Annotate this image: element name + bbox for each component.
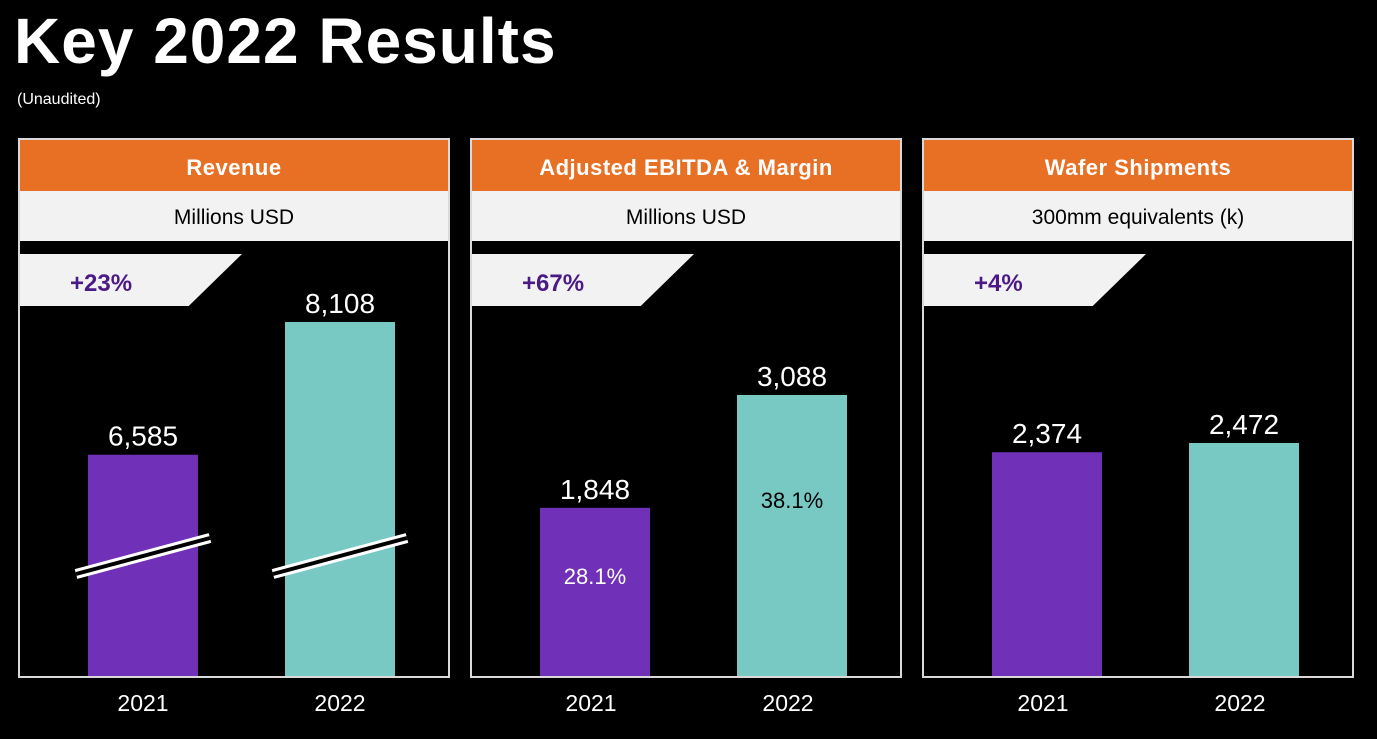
page-subtitle: (Unaudited) (17, 91, 101, 108)
wafer-shipments-chart: 2,374 2,472 (992, 409, 1299, 676)
bar-2021 (540, 507, 650, 676)
wafer-shipments-panel: Wafer Shipments 300mm equivalents (k) +4… (922, 138, 1354, 678)
axis-break-marker (271, 533, 409, 579)
axis-break-marker (74, 533, 212, 579)
revenue-panel: Revenue Millions USD +23% 6,585 8,108 (18, 138, 450, 678)
growth-label: +23% (70, 270, 133, 297)
page-title: Key 2022 Results (14, 5, 557, 77)
ebitda-chart: 1,848 28.1% 3,088 38.1% (540, 361, 847, 676)
bar-value-label: 8,108 (305, 288, 375, 319)
bar-2022 (1189, 443, 1299, 676)
bar-value-label: 2,374 (1012, 418, 1082, 449)
bar-2021 (992, 452, 1102, 676)
panel-units: 300mm equivalents (k) (924, 191, 1352, 241)
growth-label: +67% (522, 270, 585, 297)
margin-label: 28.1% (564, 564, 626, 589)
bar-value-label: 1,848 (560, 474, 630, 505)
revenue-chart: 6,585 8,108 (74, 288, 409, 676)
x-tick-label: 2022 (314, 690, 366, 716)
bar-value-label: 3,088 (757, 361, 827, 392)
panel-units: Millions USD (20, 191, 448, 241)
panel-header: Wafer Shipments (924, 140, 1352, 191)
panel-header: Adjusted EBITDA & Margin (472, 140, 900, 191)
bar-2022 (285, 322, 395, 676)
x-tick-label: 2022 (1214, 690, 1266, 716)
bar-value-label: 6,585 (108, 421, 178, 452)
panel-header: Revenue (20, 140, 448, 191)
ebitda-panel: Adjusted EBITDA & Margin Millions USD +6… (470, 138, 902, 678)
x-tick-label: 2021 (117, 690, 169, 716)
margin-label: 38.1% (761, 488, 823, 513)
panel-units: Millions USD (472, 191, 900, 241)
growth-label: +4% (974, 270, 1023, 297)
bar-2022 (737, 395, 847, 676)
x-tick-label: 2021 (565, 690, 617, 716)
x-tick-label: 2021 (1017, 690, 1069, 716)
bar-value-label: 2,472 (1209, 409, 1279, 440)
x-tick-label: 2022 (762, 690, 814, 716)
